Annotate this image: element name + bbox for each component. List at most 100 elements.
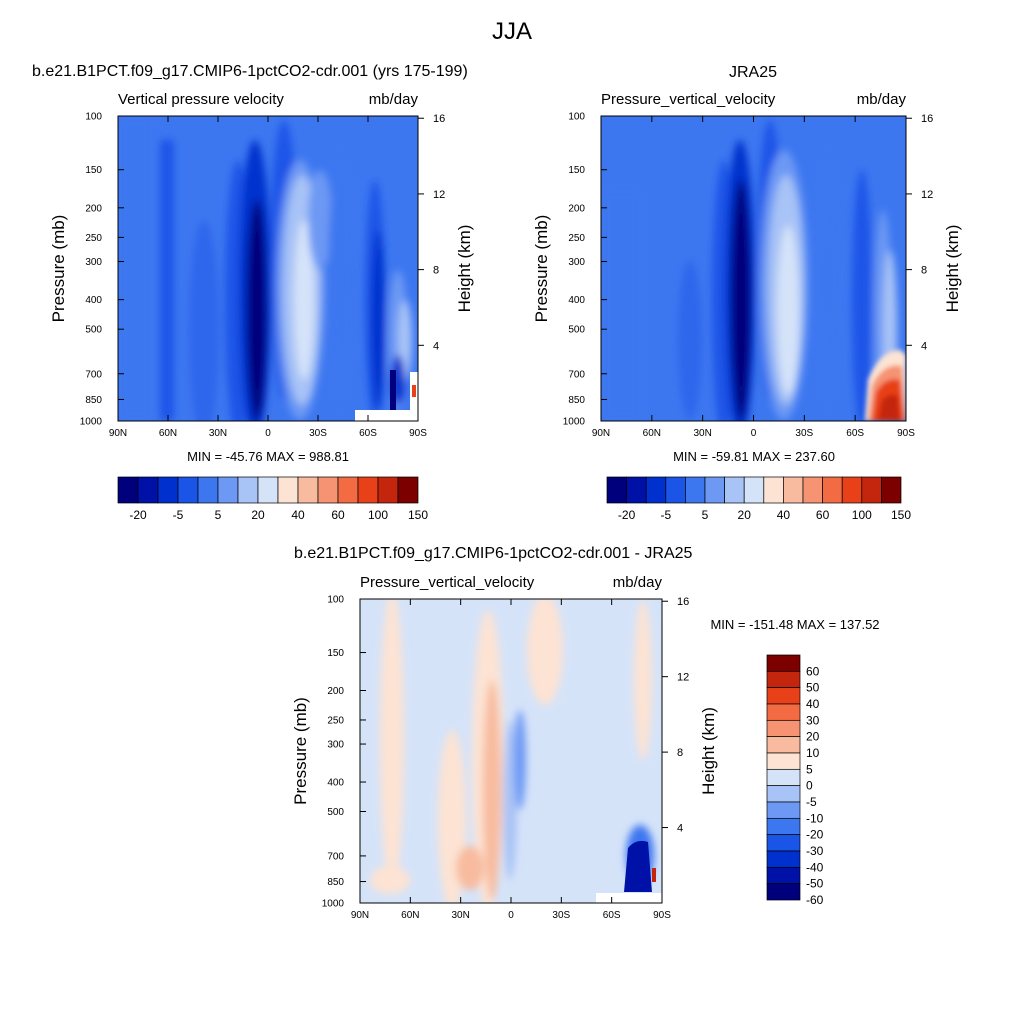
colorbar-label: 20 [738, 508, 752, 522]
colorbar-box [763, 476, 784, 504]
colorbar-box [766, 654, 801, 672]
colorbar-box [685, 476, 706, 504]
colorbar-label: -20 [129, 508, 147, 522]
colorbar-box [197, 476, 219, 504]
min-max-stats: MIN = -151.48 MAX = 137.52 [710, 617, 879, 632]
x-tick-label: 90S [409, 428, 427, 439]
y-tick-label: 200 [327, 686, 344, 697]
y-tick-label: 850 [85, 395, 102, 406]
colorbar-box [645, 476, 667, 504]
y-axis-label: Pressure (mb) [532, 215, 551, 323]
colorbar-label: -5 [660, 508, 671, 522]
panel-title-difference: b.e21.B1PCT.f09_g17.CMIP6-1pctCO2-cdr.00… [294, 545, 693, 562]
colorbar-box [137, 476, 159, 504]
y-tick-label: 200 [85, 203, 102, 214]
colorbar-label: -10 [806, 811, 824, 825]
y2-axis-label: Height (km) [699, 707, 718, 795]
colorbar-box [766, 883, 801, 901]
y-tick-label: 500 [568, 325, 585, 336]
colorbar-box [766, 866, 801, 885]
colorbar-box [606, 476, 627, 504]
colorbar-label: -40 [806, 860, 824, 874]
colorbar-box [766, 801, 801, 819]
colorbar-label: 5 [702, 508, 709, 522]
y-tick-label: 1000 [563, 417, 586, 428]
y-tick-label: 500 [327, 807, 344, 818]
plot-area-jra25 [601, 116, 906, 421]
colorbar-label: -20 [806, 828, 824, 842]
x-tick-label: 90N [109, 428, 127, 439]
colorbar-box [766, 736, 801, 754]
y-tick-label: 250 [327, 715, 344, 726]
y2-tick-label: 4 [677, 823, 683, 835]
y-tick-label: 300 [85, 257, 102, 268]
panel-title-model: b.e21.B1PCT.f09_g17.CMIP6-1pctCO2-cdr.00… [32, 63, 468, 80]
colorbar-label: 40 [806, 697, 820, 711]
colorbar-box [665, 476, 686, 504]
x-tick-label: 60N [643, 428, 661, 439]
y-tick-label: 1000 [80, 417, 103, 428]
x-tick-label: 30S [309, 428, 327, 439]
x-tick-label: 30S [795, 428, 813, 439]
x-tick-label: 30N [209, 428, 227, 439]
y2-tick-label: 4 [433, 340, 439, 352]
colorbar-box [724, 476, 745, 504]
y-tick-label: 100 [568, 112, 585, 123]
x-tick-label: 0 [265, 428, 271, 439]
colorbar-box [766, 752, 801, 770]
y2-axis-label: Height (km) [455, 225, 474, 313]
y2-tick-label: 16 [921, 113, 933, 125]
colorbar-box [841, 476, 863, 504]
colorbar-box [317, 476, 339, 504]
colorbar-label: 100 [368, 508, 388, 522]
y-axis-label: Pressure (mb) [291, 697, 310, 805]
colorbar-label: 5 [806, 762, 813, 776]
y-tick-label: 500 [85, 325, 102, 336]
y-axis-label: Pressure (mb) [49, 215, 68, 323]
y-tick-label: 400 [85, 295, 102, 306]
y-tick-label: 300 [568, 257, 585, 268]
colorbar-label: -5 [173, 508, 184, 522]
x-tick-label: 90N [592, 428, 610, 439]
colorbar-box [783, 476, 804, 504]
y2-tick-label: 16 [677, 596, 689, 608]
x-tick-label: 90S [653, 910, 671, 921]
x-tick-label: 90S [897, 428, 915, 439]
colorbar-box [397, 476, 419, 504]
y-tick-label: 1000 [322, 899, 345, 910]
colorbar-label: 0 [806, 779, 813, 793]
colorbar-box [257, 476, 279, 504]
colorbar-box [743, 476, 765, 504]
colorbar-label: 10 [806, 746, 820, 760]
y-tick-label: 400 [568, 295, 585, 306]
colorbar-label: -5 [806, 795, 817, 809]
min-max-stats: MIN = -59.81 MAX = 237.60 [673, 449, 835, 464]
colorbar-box [117, 476, 139, 504]
colorbar-model: -20 -5 5 20 40 60 100 150 [117, 476, 428, 522]
axes-panel-1: 90N 60N 30N 0 30S 60S 90S 100 150 200 250 300 400 500… [532, 91, 962, 464]
axes-panel-0: 90N 60N 30N 0 30S 60S 90S 100 150 200 250 300 400 500… [49, 91, 474, 464]
y-tick-label: 150 [85, 165, 102, 176]
colorbar-jra25: -20 -5 5 20 40 60 100 150 [606, 476, 911, 522]
colorbar-box [277, 476, 299, 504]
x-tick-label: 60S [359, 428, 377, 439]
y-tick-label: 400 [327, 778, 344, 789]
x-tick-label: 60N [159, 428, 177, 439]
colorbar-box [766, 768, 801, 787]
y2-axis-label: Height (km) [943, 225, 962, 313]
y-tick-label: 850 [327, 877, 344, 888]
colorbar-box [177, 476, 199, 504]
colorbar-box [881, 476, 902, 504]
y2-tick-label: 8 [433, 265, 439, 277]
colorbar-label: 40 [291, 508, 305, 522]
colorbar-label: 5 [215, 508, 222, 522]
left-string: Pressure_vertical_velocity [360, 574, 535, 591]
y-tick-label: 150 [327, 648, 344, 659]
plot-area-model [118, 116, 418, 421]
colorbar-box [626, 476, 647, 504]
y-tick-label: 150 [568, 165, 585, 176]
colorbar-box [357, 476, 379, 504]
colorbar-box [861, 476, 882, 504]
